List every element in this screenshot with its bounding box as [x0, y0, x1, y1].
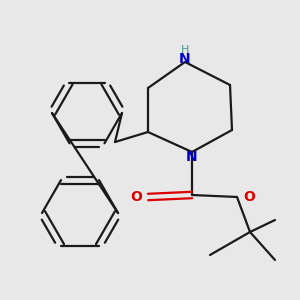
Text: N: N	[186, 150, 198, 164]
Text: H: H	[181, 45, 189, 55]
Text: N: N	[179, 52, 191, 66]
Text: O: O	[243, 190, 255, 204]
Text: O: O	[130, 190, 142, 204]
